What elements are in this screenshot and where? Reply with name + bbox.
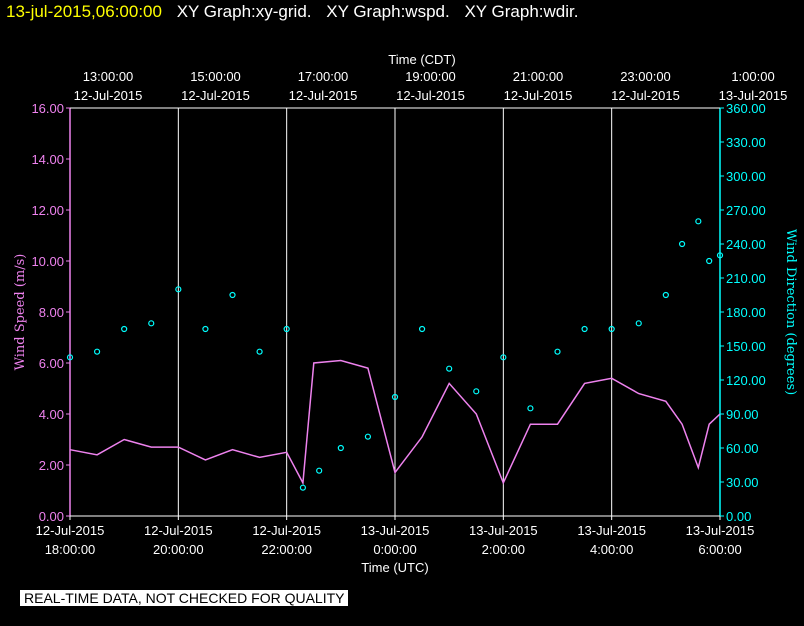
left-tick-label: 6.00 [39, 356, 64, 371]
header-graph-grid: XY Graph:xy-grid. [176, 2, 312, 21]
top-tick-time: 13:00:00 [83, 69, 134, 84]
bottom-tick-date: 12-Jul-2015 [144, 523, 213, 538]
point-wdir [391, 393, 399, 401]
bottom-axis-title: Time (UTC) [361, 560, 428, 575]
point-wdir [581, 325, 588, 333]
right-axis-title: Wind Direction (degrees) [783, 229, 798, 395]
bottom-tick-date: 12-Jul-2015 [36, 523, 105, 538]
bottom-tick-time: 18:00:00 [45, 542, 96, 557]
bottom-tick-time: 6:00:00 [698, 542, 741, 557]
top-axis-title: Time (CDT) [388, 52, 455, 67]
right-tick-label: 0.00 [726, 509, 751, 524]
series-line-wspd [69, 359, 721, 486]
point-wdir [283, 325, 290, 333]
left-tick-label: 8.00 [39, 305, 64, 320]
header-timestamp: 13-jul-2015,06:00:00 [6, 2, 162, 21]
left-tick-label: 4.00 [39, 407, 64, 422]
point-wdir [256, 348, 263, 355]
graph-header: 13-jul-2015,06:00:00 XY Graph:xy-grid. X… [6, 2, 578, 22]
right-tick-label: 330.00 [726, 135, 766, 150]
top-tick-time: 19:00:00 [405, 69, 456, 84]
bottom-tick-time: 2:00:00 [482, 542, 525, 557]
point-wdir [716, 252, 724, 259]
point-wdir [202, 325, 209, 333]
point-wdir [66, 354, 74, 361]
point-wdir [316, 467, 323, 474]
bottom-tick-date: 13-Jul-2015 [469, 523, 538, 538]
top-tick-date: 12-Jul-2015 [396, 88, 465, 103]
right-tick-label: 30.00 [726, 475, 759, 490]
top-tick-time: 1:00:00 [731, 69, 774, 84]
top-tick-date: 12-Jul-2015 [181, 88, 250, 103]
point-wdir [148, 320, 155, 327]
point-wdir [527, 405, 534, 412]
point-wdir [500, 354, 507, 361]
right-tick-label: 90.00 [726, 407, 759, 422]
top-tick-date: 13-Jul-2015 [719, 88, 788, 103]
left-tick-label: 12.00 [31, 203, 64, 218]
point-wdir [337, 444, 344, 452]
point-wdir [229, 291, 236, 299]
right-tick-label: 120.00 [726, 373, 766, 388]
top-tick-date: 12-Jul-2015 [611, 88, 680, 103]
left-tick-label: 2.00 [39, 458, 64, 473]
point-wdir [364, 433, 372, 440]
right-tick-label: 60.00 [726, 441, 759, 456]
point-wdir [662, 291, 669, 299]
top-tick-time: 17:00:00 [298, 69, 349, 84]
quality-note: REAL-TIME DATA, NOT CHECKED FOR QUALITY [20, 590, 349, 606]
point-wdir [299, 484, 307, 491]
bottom-tick-date: 13-Jul-2015 [361, 523, 430, 538]
bottom-tick-date: 13-Jul-2015 [577, 523, 646, 538]
left-tick-label: 10.00 [31, 254, 64, 269]
top-tick-time: 15:00:00 [190, 69, 241, 84]
header-graph-wdir: XY Graph:wdir. [464, 2, 579, 21]
top-tick-time: 23:00:00 [620, 69, 671, 84]
right-tick-label: 240.00 [726, 237, 766, 252]
bottom-tick-time: 22:00:00 [261, 542, 312, 557]
left-tick-label: 14.00 [31, 152, 64, 167]
right-tick-label: 150.00 [726, 339, 766, 354]
right-tick-label: 270.00 [726, 203, 766, 218]
point-wdir [554, 348, 561, 355]
top-tick-date: 12-Jul-2015 [74, 88, 143, 103]
point-wdir [93, 348, 101, 355]
left-axis-title: Wind Speed (m/s) [13, 254, 28, 371]
point-wdir [608, 325, 615, 333]
bottom-tick-time: 4:00:00 [590, 542, 633, 557]
point-wdir [446, 365, 453, 372]
bottom-tick-date: 12-Jul-2015 [252, 523, 321, 538]
left-tick-label: 0.00 [39, 509, 64, 524]
right-tick-label: 360.00 [726, 101, 766, 116]
point-wdir [175, 286, 182, 293]
point-wdir [695, 218, 702, 225]
top-tick-time: 21:00:00 [513, 69, 564, 84]
bottom-tick-date: 13-Jul-2015 [686, 523, 755, 538]
bottom-tick-time: 0:00:00 [373, 542, 416, 557]
right-tick-label: 300.00 [726, 169, 766, 184]
point-wdir [121, 325, 128, 333]
point-wdir [706, 257, 713, 265]
top-tick-date: 12-Jul-2015 [289, 88, 358, 103]
bottom-tick-time: 20:00:00 [153, 542, 204, 557]
top-tick-date: 12-Jul-2015 [504, 88, 573, 103]
right-tick-label: 180.00 [726, 305, 766, 320]
header-graph-wspd: XY Graph:wspd. [326, 2, 450, 21]
point-wdir [473, 388, 480, 395]
right-tick-label: 210.00 [726, 271, 766, 286]
point-wdir [635, 320, 642, 327]
left-tick-label: 16.00 [31, 101, 64, 116]
point-wdir [678, 240, 686, 248]
point-wdir [418, 325, 426, 333]
